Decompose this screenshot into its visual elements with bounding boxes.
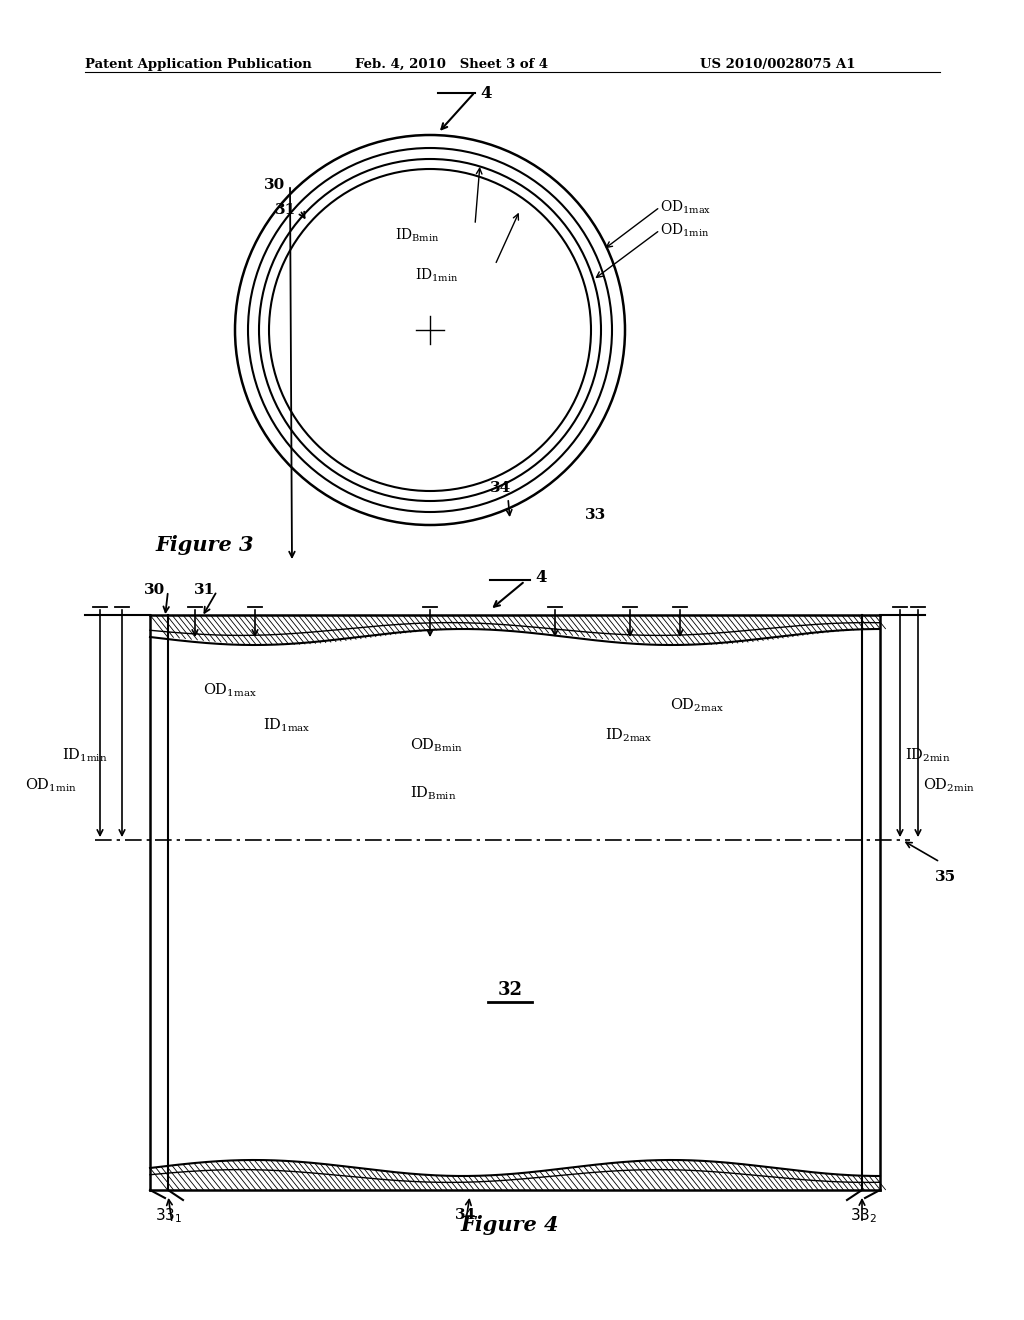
Text: Figure 4: Figure 4: [461, 1214, 559, 1236]
Text: $\mathregular{OD_{2min}}$: $\mathregular{OD_{2min}}$: [923, 777, 975, 795]
Text: $33_2$: $33_2$: [850, 1206, 878, 1225]
Text: 4: 4: [480, 86, 492, 103]
Text: $33_1$: $33_1$: [155, 1206, 182, 1225]
Text: 31: 31: [194, 583, 215, 597]
Text: $\mathregular{OD_{Bmin}}$: $\mathregular{OD_{Bmin}}$: [410, 737, 463, 755]
Text: Patent Application Publication: Patent Application Publication: [85, 58, 311, 71]
Text: $\mathregular{OD_{1min}}$: $\mathregular{OD_{1min}}$: [25, 777, 77, 795]
Text: $\mathregular{ID_{1max}}$: $\mathregular{ID_{1max}}$: [263, 717, 310, 734]
Text: 30: 30: [143, 583, 165, 597]
Text: 34: 34: [490, 480, 511, 495]
Text: 32: 32: [498, 981, 522, 999]
Text: 35: 35: [935, 870, 956, 884]
Text: 30: 30: [264, 178, 285, 191]
Text: $\mathregular{ID_{2max}}$: $\mathregular{ID_{2max}}$: [605, 727, 652, 744]
Text: US 2010/0028075 A1: US 2010/0028075 A1: [700, 58, 855, 71]
Text: $\mathregular{ID_{Bmin}}$: $\mathregular{ID_{Bmin}}$: [395, 226, 439, 244]
Text: $\mathregular{ID_{1min}}$: $\mathregular{ID_{1min}}$: [415, 267, 459, 284]
Text: $\mathregular{OD_{1max}}$: $\mathregular{OD_{1max}}$: [660, 198, 712, 215]
Text: $\mathregular{ID_{Bmin}}$: $\mathregular{ID_{Bmin}}$: [410, 785, 457, 803]
Text: 4: 4: [535, 569, 547, 586]
Text: 33: 33: [585, 508, 606, 521]
Text: Figure 3: Figure 3: [155, 535, 254, 554]
Text: $\mathregular{ID_{2min}}$: $\mathregular{ID_{2min}}$: [905, 747, 950, 764]
Text: 34: 34: [455, 1208, 476, 1222]
Text: $\mathregular{ID_{1min}}$: $\mathregular{ID_{1min}}$: [62, 747, 108, 764]
Text: $\mathregular{OD_{1min}}$: $\mathregular{OD_{1min}}$: [660, 222, 710, 239]
Text: $\mathregular{OD_{2max}}$: $\mathregular{OD_{2max}}$: [670, 697, 724, 714]
Text: $\mathregular{OD_{1max}}$: $\mathregular{OD_{1max}}$: [203, 682, 257, 700]
Text: Feb. 4, 2010   Sheet 3 of 4: Feb. 4, 2010 Sheet 3 of 4: [355, 58, 548, 71]
Text: 31: 31: [274, 203, 296, 216]
